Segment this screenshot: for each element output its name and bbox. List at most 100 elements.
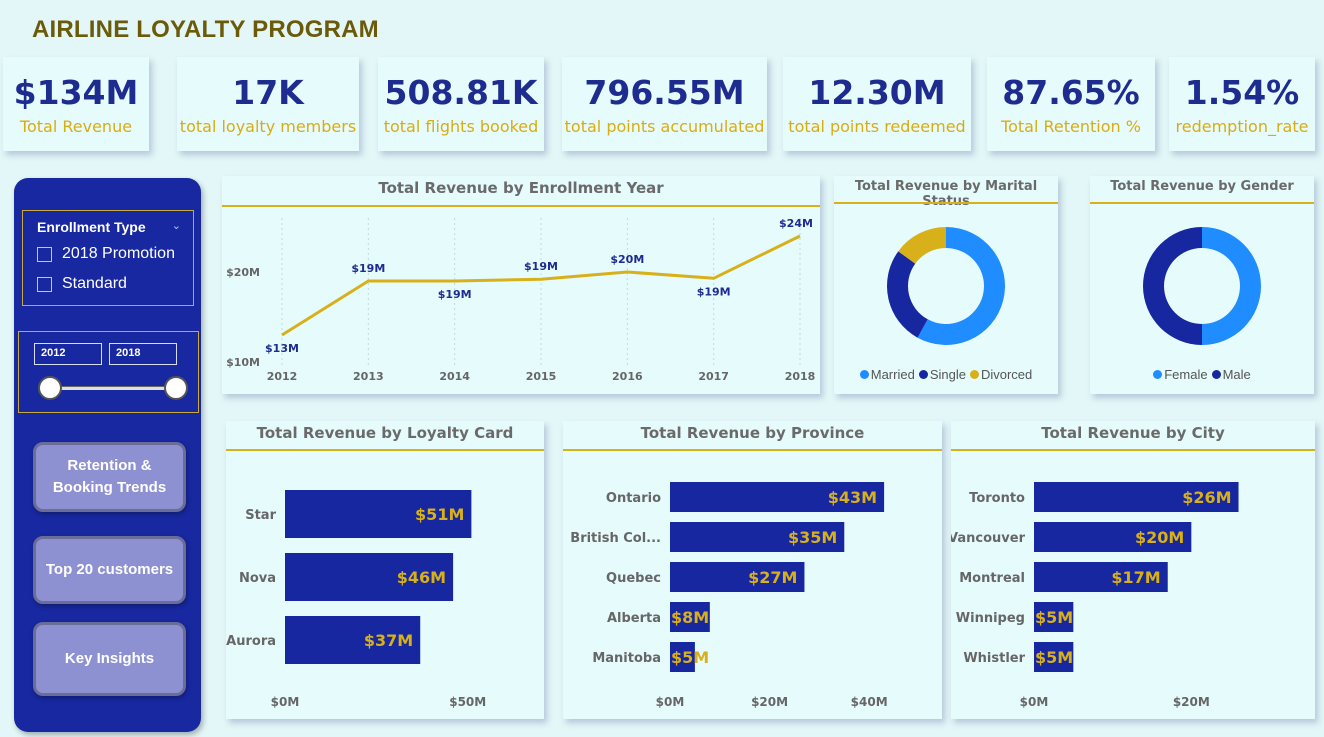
x-tick-label: 2016 (612, 370, 643, 383)
slicer-header: Enrollment Type (37, 219, 146, 235)
category-label: Alberta (607, 611, 661, 626)
data-label: $5M (1035, 608, 1073, 627)
chart-title: Total Revenue by Province (640, 424, 865, 442)
year-to-input[interactable]: 2018 (109, 343, 177, 365)
donut-chart-gender (1143, 227, 1261, 345)
legend-dot (969, 370, 979, 379)
kpi-value: 87.65% (1002, 73, 1140, 112)
bar (1034, 482, 1239, 512)
data-label: $19M (438, 288, 472, 301)
data-label: $20M (610, 253, 644, 266)
donut-chart-marital (887, 227, 1005, 345)
bar (285, 616, 421, 664)
y-tick-label: $10M (226, 356, 260, 369)
category-label: British Col... (570, 531, 661, 546)
chart-legend: Married Single Divorced (834, 367, 1058, 382)
bar (1034, 642, 1074, 672)
kpi-label: total points redeemed (788, 117, 966, 136)
slider-track[interactable] (49, 386, 175, 390)
slider-handle-start[interactable] (38, 376, 62, 400)
legend-item: Female (1153, 367, 1208, 382)
data-label: $20M (1135, 528, 1184, 547)
data-label: $26M (1182, 488, 1231, 507)
data-label: $51M (415, 505, 464, 524)
kpi-value: 1.54% (1184, 73, 1300, 112)
chart-title: Total Revenue by Marital Status (854, 179, 1038, 209)
top-customers-button[interactable]: Top 20 customers (33, 536, 186, 604)
data-label: $19M (697, 285, 731, 298)
x-tick-label: $0M (656, 695, 685, 709)
donut-slice-divorced (898, 227, 946, 264)
kpi-card-retention: 87.65% Total Retention % (987, 57, 1155, 151)
chevron-down-icon[interactable]: ⌄ (171, 219, 181, 232)
x-tick-label: $0M (271, 695, 300, 709)
x-tick-label: $40M (851, 695, 888, 709)
category-label: Ontario (606, 491, 661, 506)
series-line (281, 234, 801, 337)
bar (285, 490, 472, 538)
title-divider (951, 449, 1315, 451)
chart-title: Total Revenue by Enrollment Year (378, 179, 664, 197)
option-label: Standard (62, 275, 127, 292)
kpi-card-flights-booked: 508.81K total flights booked (378, 57, 544, 151)
checkbox[interactable] (37, 276, 52, 292)
slicer-option-2018-promotion[interactable]: 2018 Promotion (37, 245, 175, 263)
data-label: $37M (364, 631, 413, 650)
donut-slice-single (887, 251, 928, 338)
revenue-by-gender-card: Total Revenue by Gender Female Male (1090, 176, 1314, 394)
x-tick-label: 2015 (526, 370, 557, 383)
revenue-by-marital-card: Total Revenue by Marital Status Married S… (834, 176, 1058, 394)
data-label: $5M (1035, 648, 1073, 667)
revenue-by-province-card: Total Revenue by Province Ontario $43M Bri… (563, 421, 942, 719)
chart-title: Total Revenue by Loyalty Card (256, 424, 514, 442)
kpi-value: 508.81K (384, 73, 538, 112)
data-label: $13M (265, 342, 299, 355)
bar (285, 553, 454, 601)
x-tick-label: 2012 (267, 370, 298, 383)
bar (670, 562, 805, 592)
kpi-card-loyalty-members: 17K total loyalty members (177, 57, 359, 151)
data-label: $5M (671, 648, 709, 667)
legend-dot (1153, 370, 1163, 379)
slider-handle-end[interactable] (164, 376, 188, 400)
category-label: Nova (239, 571, 276, 586)
category-label: Aurora (226, 634, 276, 649)
legend-item: Divorced (969, 367, 1032, 382)
kpi-label: total loyalty members (179, 117, 357, 136)
line-chart: 2012 2013 2014 2015 2016 2017 2018 $10M $20M $13M… (226, 217, 815, 383)
category-label: Manitoba (592, 651, 661, 666)
legend-item: Married (859, 367, 915, 382)
legend-label: Single (929, 367, 966, 382)
legend-dot (918, 370, 928, 379)
bar-chart-province: Ontario $43M British Col... $35M Quebec $27M A… (570, 482, 888, 709)
revenue-by-city-card: Total Revenue by City Toronto $26M Vancouv… (951, 421, 1315, 719)
bar (1034, 562, 1168, 592)
option-label: 2018 Promotion (62, 245, 175, 262)
title-divider (222, 205, 820, 207)
page-title: AIRLINE LOYALTY PROGRAM (32, 16, 379, 43)
data-label: $46M (397, 568, 446, 587)
x-tick-label: $20M (751, 695, 788, 709)
bar (670, 602, 710, 632)
legend-dot (1211, 370, 1221, 379)
bar (670, 522, 845, 552)
data-label: $17M (1111, 568, 1160, 587)
legend-label: Female (1164, 367, 1208, 382)
revenue-by-year-card: Total Revenue by Enrollment Year 2012 201… (222, 176, 820, 394)
retention-trends-button[interactable]: Retention & Booking Trends (33, 442, 186, 512)
year-from-input[interactable]: 2012 (34, 343, 102, 365)
data-label: $35M (788, 528, 837, 547)
year-range-slicer: 2012 2018 (18, 331, 199, 413)
kpi-label: Total Revenue (19, 117, 133, 136)
x-tick-label: 2014 (439, 370, 470, 383)
category-label: Whistler (963, 651, 1025, 666)
y-tick-label: $20M (226, 266, 260, 279)
kpi-card-points-redeemed: 12.30M total points redeemed (783, 57, 971, 151)
kpi-value: 12.30M (808, 73, 946, 112)
key-insights-button[interactable]: Key Insights (33, 622, 186, 696)
kpi-card-total-revenue: $134M Total Revenue (3, 57, 149, 151)
x-tick-label: $50M (449, 695, 486, 709)
donut-slice-male (1143, 227, 1202, 345)
slicer-option-standard[interactable]: Standard (37, 275, 127, 293)
checkbox[interactable] (37, 246, 52, 262)
